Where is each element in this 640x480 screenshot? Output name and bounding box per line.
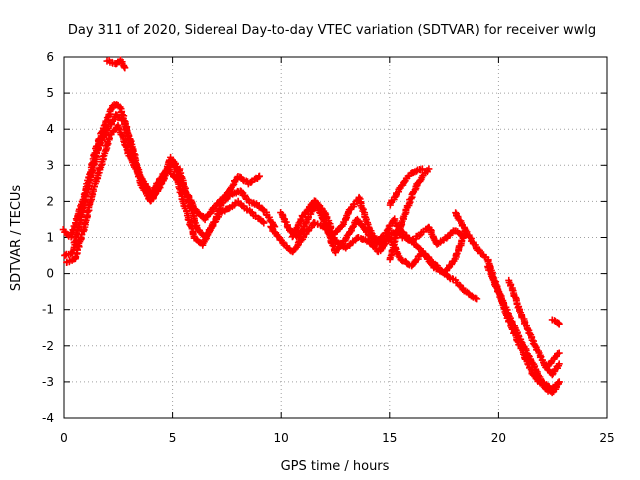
data-point xyxy=(524,325,532,333)
y-tick-label: 4 xyxy=(46,122,54,136)
y-tick-label: 6 xyxy=(46,50,54,64)
data-point xyxy=(107,105,115,113)
data-point xyxy=(513,337,521,345)
x-tick-label: 5 xyxy=(169,431,177,445)
data-point xyxy=(459,233,467,241)
data-point xyxy=(155,184,163,192)
x-tick-label: 20 xyxy=(491,431,506,445)
data-point xyxy=(358,204,366,212)
data-point xyxy=(555,349,563,357)
data-point xyxy=(279,240,287,248)
x-tick-label: 15 xyxy=(382,431,397,445)
data-point xyxy=(229,182,237,190)
series-sat-d xyxy=(103,56,129,72)
data-point xyxy=(244,195,252,203)
y-tick-label: -3 xyxy=(42,375,54,389)
x-axis-label: GPS time / hours xyxy=(281,459,390,474)
data-point xyxy=(355,193,363,201)
data-point xyxy=(97,161,105,169)
y-tick-label: 5 xyxy=(46,86,54,100)
data-point xyxy=(418,165,426,173)
data-point xyxy=(96,140,104,148)
y-tick-label: 3 xyxy=(46,158,54,172)
data-point xyxy=(239,176,247,184)
series-layer xyxy=(59,56,563,397)
data-point xyxy=(237,188,245,196)
data-point xyxy=(473,295,481,303)
data-point xyxy=(425,165,433,173)
data-point xyxy=(61,251,69,259)
x-tick-label: 10 xyxy=(274,431,289,445)
series-sat-h xyxy=(386,165,426,209)
y-tick-label: 2 xyxy=(46,194,54,208)
y-tick-label: -2 xyxy=(42,339,54,353)
data-point xyxy=(206,209,214,217)
y-tick-label: 0 xyxy=(46,267,54,281)
data-point xyxy=(267,223,275,231)
x-tick-label: 0 xyxy=(60,431,68,445)
series-sat-k xyxy=(484,263,563,397)
y-tick-label: -4 xyxy=(42,411,54,425)
data-point xyxy=(528,336,536,344)
data-point xyxy=(255,172,263,180)
y-tick-label: 1 xyxy=(46,231,54,245)
data-point xyxy=(96,165,104,173)
series-sat-c xyxy=(63,121,279,266)
data-point xyxy=(555,360,563,368)
data-point xyxy=(555,378,563,386)
x-tick-label: 25 xyxy=(599,431,614,445)
data-point xyxy=(260,219,268,227)
series-sat-n xyxy=(548,316,563,328)
series-sat-i xyxy=(386,165,433,263)
data-point xyxy=(81,220,89,228)
data-point xyxy=(520,350,528,358)
data-point xyxy=(554,379,562,387)
data-point xyxy=(121,64,129,72)
data-point xyxy=(329,241,337,249)
data-point xyxy=(555,320,563,328)
data-point xyxy=(298,227,306,235)
data-point xyxy=(94,170,102,178)
series-sat-m xyxy=(542,349,563,371)
tick-layer: 0 5 10 15 20 25 -4 -3 -2 -1 0 1 2 3 4 5 6 xyxy=(42,50,615,445)
data-point xyxy=(132,165,140,173)
series-sat-g xyxy=(288,197,470,278)
series-sat-l xyxy=(505,276,563,379)
chart-title: Day 311 of 2020, Sidereal Day-to-day VTE… xyxy=(68,23,596,38)
y-axis-label: SDTVAR / TECUs xyxy=(9,185,24,292)
data-point xyxy=(390,238,398,246)
y-tick-label: -1 xyxy=(42,303,54,317)
data-point xyxy=(122,142,130,150)
data-point xyxy=(215,206,223,214)
